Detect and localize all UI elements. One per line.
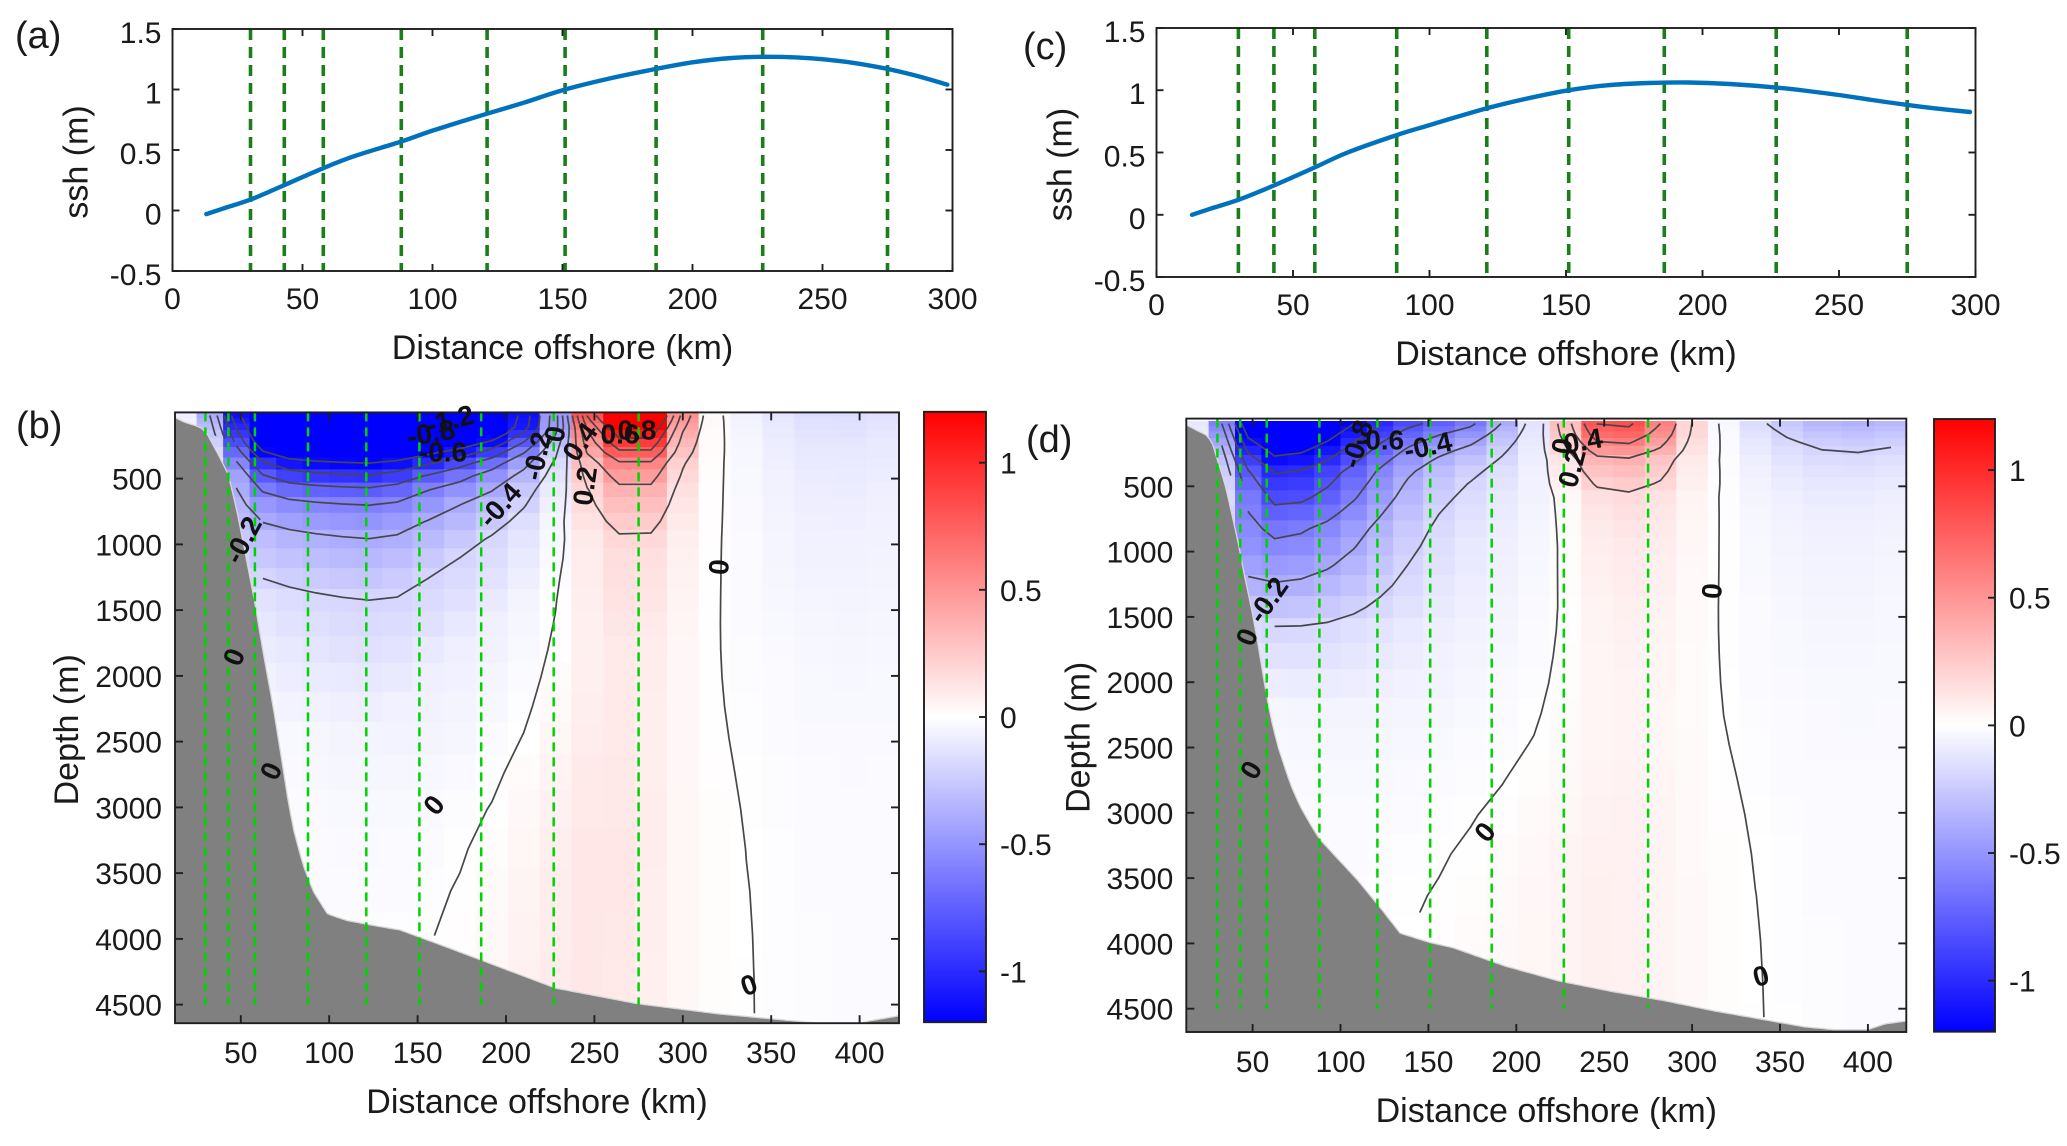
svg-text:-0.5: -0.5 (1094, 265, 1146, 298)
svg-text:-0.5: -0.5 (2009, 838, 2061, 871)
svg-text:400: 400 (835, 1037, 885, 1070)
svg-text:0: 0 (1148, 289, 1165, 322)
svg-text:0.5: 0.5 (120, 138, 162, 171)
svg-text:500: 500 (1123, 471, 1173, 504)
svg-text:0: 0 (538, 424, 571, 445)
svg-text:300: 300 (927, 283, 977, 316)
svg-text:1.5: 1.5 (1104, 16, 1146, 49)
svg-text:250: 250 (1814, 289, 1864, 322)
svg-text:(b): (b) (16, 405, 62, 447)
svg-text:ssh (m): ssh (m) (1042, 108, 1080, 221)
svg-text:0: 0 (1000, 702, 1017, 735)
svg-text:0.2: 0.2 (567, 465, 603, 508)
svg-text:0: 0 (164, 283, 181, 316)
svg-text:Depth (m): Depth (m) (1059, 662, 1097, 813)
svg-text:2000: 2000 (1107, 667, 1174, 700)
svg-text:-0.6: -0.6 (419, 437, 467, 468)
svg-text:200: 200 (481, 1037, 531, 1070)
svg-text:500: 500 (112, 464, 162, 497)
svg-text:200: 200 (1677, 289, 1727, 322)
svg-text:200: 200 (1491, 1046, 1541, 1079)
svg-text:250: 250 (797, 283, 847, 316)
svg-text:2000: 2000 (95, 661, 162, 694)
svg-text:1: 1 (145, 78, 162, 111)
svg-text:150: 150 (537, 283, 587, 316)
svg-text:0: 0 (1749, 959, 1772, 993)
svg-text:(d): (d) (1026, 419, 1072, 461)
svg-text:Distance offshore (km): Distance offshore (km) (366, 1083, 707, 1121)
svg-text:4000: 4000 (1107, 928, 1174, 961)
svg-text:0: 0 (1696, 582, 1728, 600)
svg-text:1: 1 (1129, 78, 1146, 111)
svg-text:3500: 3500 (95, 858, 162, 891)
svg-text:250: 250 (569, 1037, 619, 1070)
svg-text:0.5: 0.5 (1000, 575, 1042, 608)
svg-text:0.8: 0.8 (618, 415, 657, 446)
svg-text:(c): (c) (1023, 26, 1067, 68)
svg-text:350: 350 (746, 1037, 796, 1070)
svg-text:400: 400 (1843, 1046, 1893, 1079)
svg-text:1500: 1500 (1107, 602, 1174, 635)
svg-text:150: 150 (1403, 1046, 1453, 1079)
svg-text:0: 0 (703, 558, 735, 576)
svg-text:350: 350 (1755, 1046, 1805, 1079)
svg-text:0: 0 (1129, 203, 1146, 236)
svg-text:4500: 4500 (1107, 994, 1174, 1027)
svg-text:3000: 3000 (95, 792, 162, 825)
svg-text:300: 300 (1950, 289, 2000, 322)
svg-text:0: 0 (2009, 710, 2026, 743)
svg-text:3500: 3500 (1107, 863, 1174, 896)
svg-text:ssh (m): ssh (m) (58, 105, 96, 218)
svg-text:100: 100 (1404, 289, 1454, 322)
svg-text:300: 300 (1667, 1046, 1717, 1079)
svg-text:4000: 4000 (95, 924, 162, 957)
svg-text:50: 50 (1236, 1046, 1269, 1079)
svg-text:200: 200 (667, 283, 717, 316)
svg-text:0.5: 0.5 (1104, 141, 1146, 174)
svg-text:0.4: 0.4 (1561, 422, 1605, 459)
svg-text:(a): (a) (15, 15, 61, 57)
svg-text:150: 150 (393, 1037, 443, 1070)
svg-text:250: 250 (1579, 1046, 1629, 1079)
svg-text:4500: 4500 (95, 990, 162, 1023)
svg-text:2500: 2500 (95, 727, 162, 760)
svg-text:Distance offshore (km): Distance offshore (km) (1395, 335, 1736, 373)
svg-text:100: 100 (304, 1037, 354, 1070)
svg-text:1: 1 (2009, 455, 2026, 488)
svg-text:50: 50 (224, 1037, 257, 1070)
svg-text:2500: 2500 (1107, 733, 1174, 766)
svg-text:0.6: 0.6 (601, 419, 640, 450)
svg-text:-1: -1 (1000, 956, 1027, 989)
svg-text:100: 100 (1315, 1046, 1365, 1079)
svg-text:0.5: 0.5 (2009, 583, 2051, 616)
svg-text:-1: -1 (2009, 966, 2036, 999)
svg-text:100: 100 (407, 283, 457, 316)
svg-text:1000: 1000 (1107, 537, 1174, 570)
svg-text:150: 150 (1541, 289, 1591, 322)
svg-text:0: 0 (145, 199, 162, 232)
svg-text:0: 0 (1545, 436, 1578, 457)
svg-text:1.5: 1.5 (120, 17, 162, 50)
svg-text:300: 300 (658, 1037, 708, 1070)
svg-text:1000: 1000 (95, 529, 162, 562)
svg-text:-0.5: -0.5 (110, 259, 162, 292)
svg-text:3000: 3000 (1107, 798, 1174, 831)
svg-text:Depth (m): Depth (m) (48, 654, 86, 805)
svg-text:Distance offshore (km): Distance offshore (km) (392, 329, 733, 367)
svg-text:Distance offshore (km): Distance offshore (km) (1376, 1092, 1717, 1130)
svg-text:-0.5: -0.5 (1000, 829, 1052, 862)
svg-text:-0.6: -0.6 (1356, 425, 1404, 456)
svg-text:50: 50 (286, 283, 319, 316)
svg-text:1: 1 (1000, 448, 1017, 481)
svg-text:50: 50 (1276, 289, 1309, 322)
svg-text:1500: 1500 (95, 595, 162, 628)
